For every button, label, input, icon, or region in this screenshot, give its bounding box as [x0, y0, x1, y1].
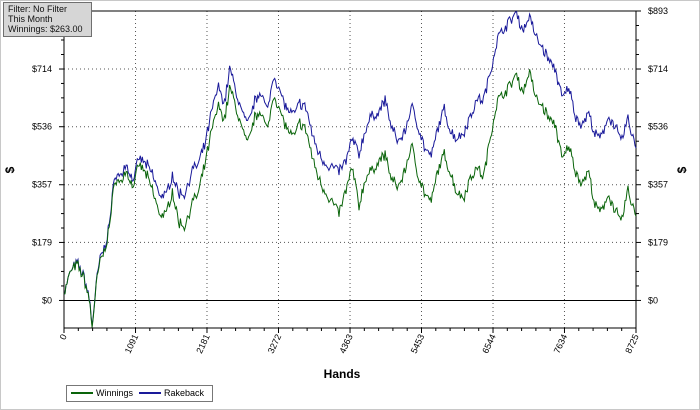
filter-label: Filter: No Filter: [8, 4, 68, 14]
x-tick-label: 1091: [123, 333, 141, 355]
y-ticks-right: $0 $179 $357 $536 $714 $893: [636, 6, 668, 305]
x-tick-label: 3272: [266, 333, 284, 355]
y-tick-label-right: $536: [648, 122, 668, 132]
y-tick-label-left: $179: [32, 237, 52, 247]
y-axis-title-left: $: [3, 166, 17, 173]
series-line-winnings: [63, 69, 637, 328]
legend-swatch-winnings: [71, 392, 93, 394]
y-tick-label-right: $179: [648, 237, 668, 247]
y-tick-label-left: $357: [32, 180, 52, 190]
y-tick-label-right: $357: [648, 180, 668, 190]
x-tick-label: 5453: [409, 333, 427, 355]
y-ticks-left: $0$179$357$536$714$893: [32, 6, 64, 305]
x-tick-label: 4363: [337, 333, 355, 355]
legend-swatch-rakeback: [139, 392, 161, 394]
info-box: Filter: No Filter This Month Winnings: $…: [3, 2, 92, 37]
x-axis-title: Hands: [324, 367, 361, 381]
period-label: This Month: [8, 14, 53, 24]
x-tick-label: 0: [58, 333, 69, 342]
y-tick-label-left: $714: [32, 64, 52, 74]
y-tick-label-right: $714: [648, 64, 668, 74]
y-tick-label-right: $893: [648, 6, 668, 16]
y-tick-label-right: $0: [648, 295, 658, 305]
winnings-label: Winnings: $263.00: [8, 24, 83, 34]
x-ticks: 0 1091 2181 3272 4363 5453 6544 7634 8725: [58, 328, 641, 355]
legend-item-rakeback: Rakeback: [139, 388, 204, 398]
legend-item-winnings: Winnings: [71, 388, 133, 398]
y-tick-label-left: $0: [42, 295, 52, 305]
x-tick-label: 7634: [552, 333, 570, 355]
x-tick-label: 6544: [480, 333, 498, 355]
legend-label-winnings: Winnings: [96, 388, 134, 398]
series-group: [63, 11, 637, 328]
series-line-rakeback: [63, 11, 637, 326]
y-axis-title-right: $: [675, 166, 689, 173]
x-tick-label: 2181: [194, 333, 212, 355]
x-tick-label: 8725: [623, 333, 641, 355]
y-tick-label-left: $536: [32, 122, 52, 132]
legend: Winnings Rakeback: [66, 385, 213, 402]
legend-label-rakeback: Rakeback: [164, 388, 205, 398]
